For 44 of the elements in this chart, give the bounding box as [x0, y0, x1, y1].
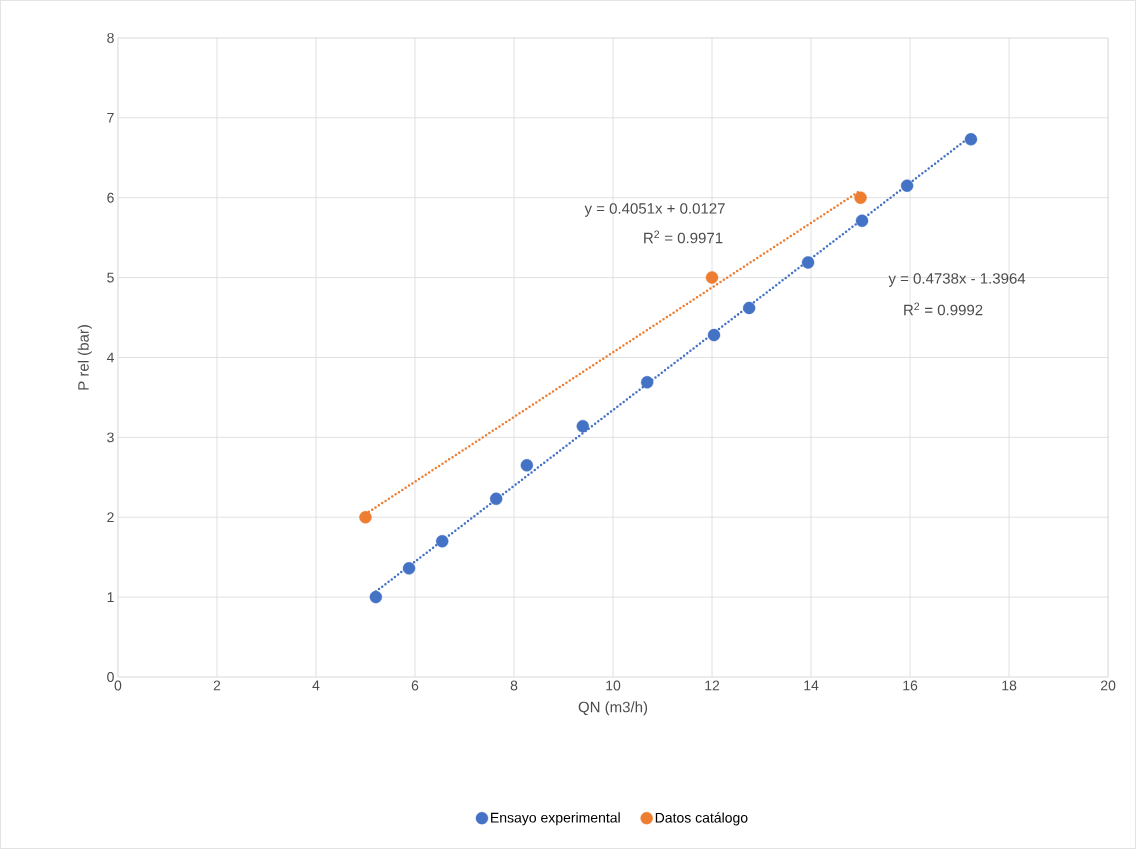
point	[855, 214, 869, 228]
point	[705, 271, 719, 284]
y-axis-title: P rel (bar)	[77, 325, 92, 390]
y-tick-label: 2	[107, 512, 114, 523]
y-tick-label: 5	[107, 272, 114, 283]
x-axis-title: QN (m3/h)	[578, 701, 648, 716]
point	[489, 492, 503, 506]
y-tick-label: 1	[107, 592, 114, 602]
x-tick-label: 0	[114, 680, 122, 691]
x-tick-label: 6	[411, 680, 419, 691]
x-tick-label: 4	[312, 680, 320, 691]
y-tick-label: 6	[107, 192, 114, 203]
y-tick-label: 8	[107, 32, 114, 43]
point	[964, 133, 978, 146]
annotation: R$^{2}$ = 0.9992	[904, 302, 983, 316]
point	[436, 535, 449, 548]
x-tick-label: 14	[804, 680, 819, 691]
y-tick-label: 0	[107, 672, 114, 682]
y-tick-label: 3	[107, 432, 114, 443]
point	[707, 328, 721, 342]
point	[402, 562, 416, 575]
x-tick-label: 20	[1101, 680, 1116, 691]
x-tick-label: 16	[903, 680, 918, 691]
point	[369, 590, 383, 604]
annotation: R$^{2}$ = 0.9971	[644, 230, 723, 244]
y-tick-label: 7	[107, 113, 114, 123]
point	[742, 301, 756, 315]
x-tick-label: 18	[1002, 680, 1017, 691]
x-tick-label: 12	[705, 680, 720, 691]
point	[854, 191, 867, 204]
point	[801, 256, 815, 269]
legend-label: Datos catálogo	[655, 812, 748, 826]
legend-label: Ensayo experimental	[491, 812, 620, 826]
annotation: y = 0.4738x - 1.3964	[888, 273, 1026, 287]
x-tick-label: 10	[606, 680, 621, 691]
y-tick-label: 4	[106, 352, 114, 363]
point	[900, 179, 914, 192]
point	[640, 376, 654, 389]
x-tick-label: 2	[213, 680, 221, 691]
point	[520, 459, 534, 472]
point	[359, 511, 372, 524]
annotation: y = 0.4051x + 0.0127	[584, 203, 725, 217]
point	[576, 419, 590, 433]
x-tick-label: 8	[510, 680, 518, 691]
